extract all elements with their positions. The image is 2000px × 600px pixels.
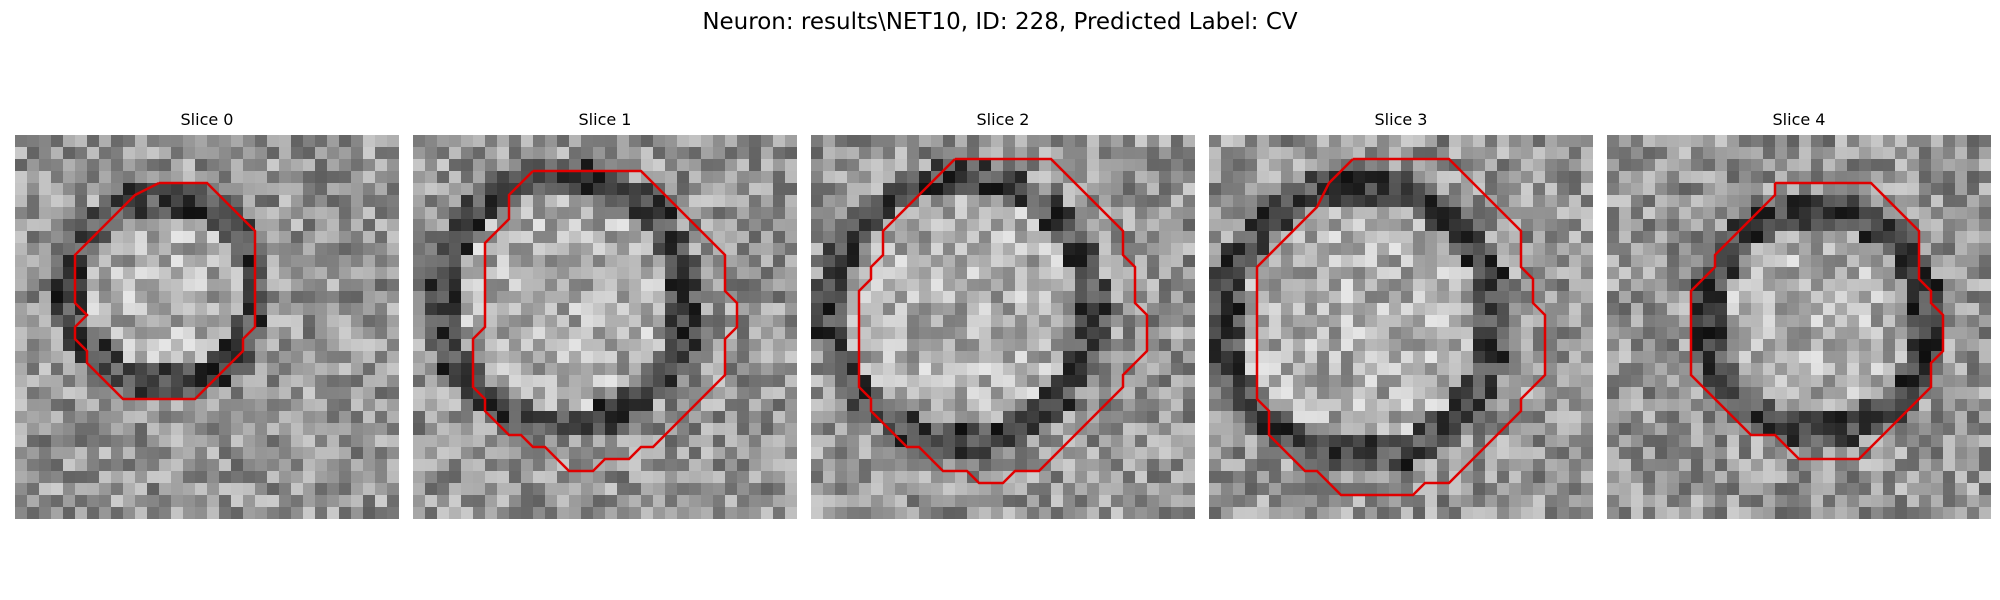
slice-panel-4: Slice 4 (1607, 110, 1991, 519)
grayscale-microscopy-image (15, 135, 399, 519)
slice-title: Slice 4 (1772, 110, 1826, 129)
slice-image (811, 135, 1195, 519)
grayscale-microscopy-image (1209, 135, 1593, 519)
slice-title: Slice 2 (976, 110, 1030, 129)
grayscale-microscopy-image (811, 135, 1195, 519)
slice-panel-3: Slice 3 (1209, 110, 1593, 519)
slice-image (413, 135, 797, 519)
slice-panel-2: Slice 2 (811, 110, 1195, 519)
slice-title: Slice 0 (180, 110, 234, 129)
slice-title: Slice 3 (1374, 110, 1428, 129)
segmentation-contour (1255, 157, 1547, 497)
grayscale-microscopy-image (413, 135, 797, 519)
segmentation-contour (471, 169, 739, 473)
slice-panel-1: Slice 1 (413, 110, 797, 519)
slice-image (15, 135, 399, 519)
segmentation-contour (857, 157, 1149, 485)
slice-title: Slice 1 (578, 110, 632, 129)
figure-title: Neuron: results\NET10, ID: 228, Predicte… (702, 9, 1298, 35)
slice-image (1209, 135, 1593, 519)
slice-panel-0: Slice 0 (15, 110, 399, 519)
slice-image (1607, 135, 1991, 519)
grayscale-microscopy-image (1607, 135, 1991, 519)
segmentation-contour (1689, 181, 1945, 461)
segmentation-contour (73, 181, 257, 401)
